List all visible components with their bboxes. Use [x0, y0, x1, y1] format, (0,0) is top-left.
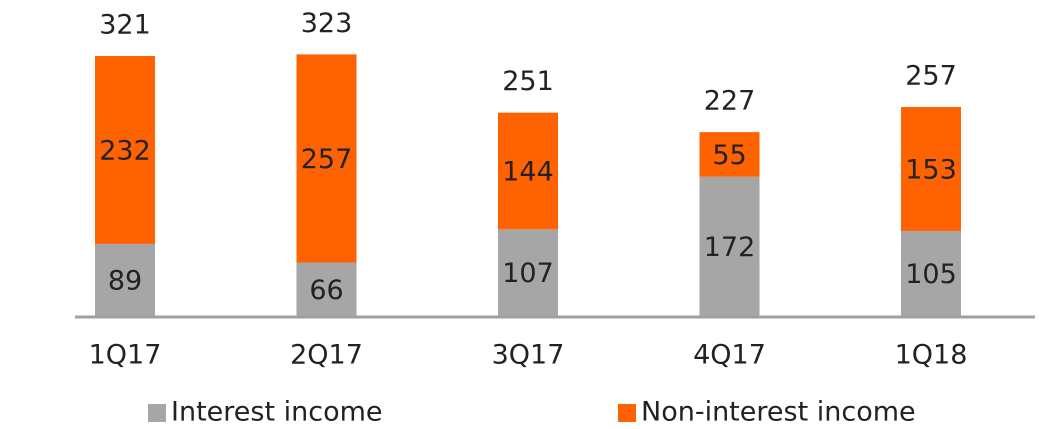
segment-label: 55 [712, 140, 746, 171]
bar-segment [901, 230, 961, 316]
x-tick-label: 3Q17 [492, 340, 565, 371]
segment-label: 144 [502, 157, 554, 188]
bar-segment [699, 132, 760, 177]
segment-label: 66 [309, 275, 343, 306]
x-tick-label: 1Q18 [895, 340, 968, 371]
legend-swatch [148, 404, 166, 422]
segment-label: 107 [502, 258, 554, 289]
total-label: 227 [704, 86, 756, 117]
bar-segment [498, 229, 558, 316]
bar-segment [95, 55, 155, 244]
x-tick-label: 1Q17 [89, 340, 162, 371]
total-label: 321 [99, 9, 151, 40]
segment-label: 257 [301, 144, 353, 175]
bar-segment [498, 112, 558, 230]
segment-label: 105 [905, 259, 957, 290]
segment-label: 89 [108, 265, 142, 296]
legend-swatch [618, 404, 636, 422]
bar-segment [901, 107, 961, 231]
segment-label: 153 [905, 154, 957, 185]
legend-label: Interest income [171, 397, 383, 428]
segment-label: 232 [99, 135, 151, 166]
bar-segment [699, 176, 760, 316]
x-tick-label: 2Q17 [290, 340, 363, 371]
bar-segment [95, 243, 155, 316]
total-label: 323 [301, 8, 353, 39]
segment-label: 172 [704, 232, 756, 263]
x-tick-label: 4Q17 [693, 340, 766, 371]
total-label: 251 [502, 66, 554, 97]
bar-segment [296, 262, 357, 316]
legend-label: Non-interest income [641, 397, 916, 428]
total-label: 257 [905, 61, 957, 92]
bar-segment [296, 54, 357, 263]
